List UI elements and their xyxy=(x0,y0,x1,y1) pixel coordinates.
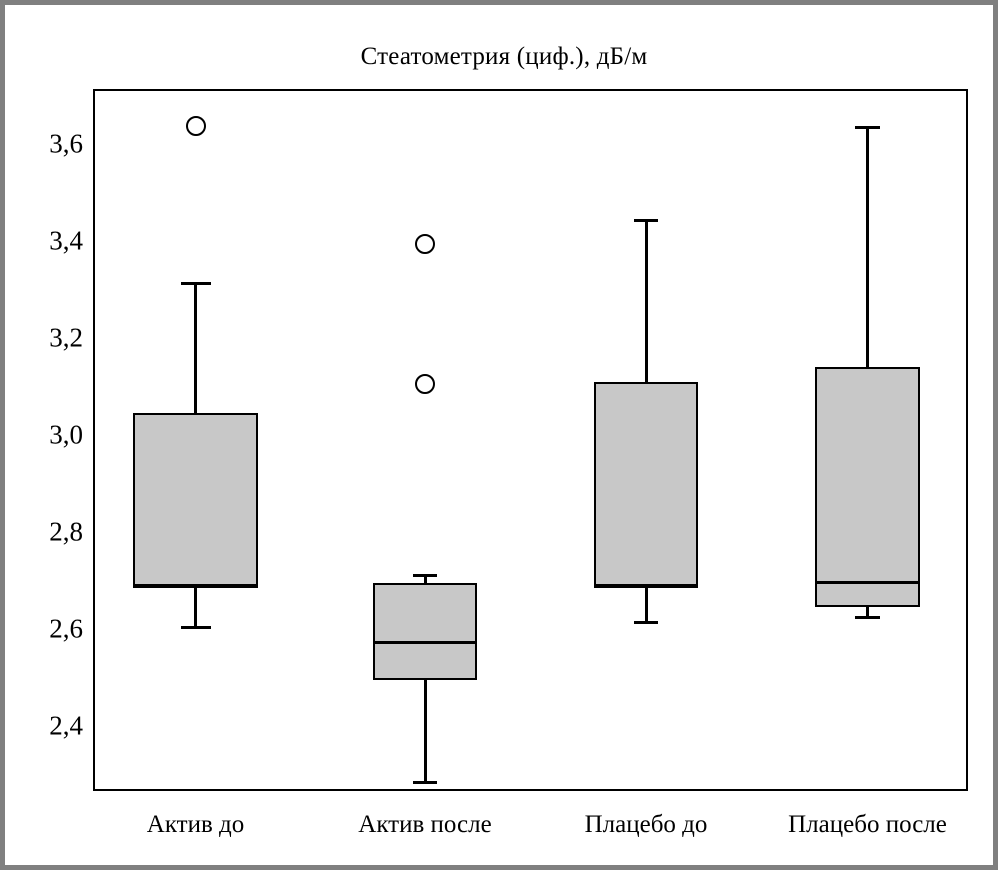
median-line xyxy=(594,583,698,587)
boxplot-4 xyxy=(5,5,993,865)
y-tick-label: 2,6 xyxy=(49,613,83,644)
whisker-cap-upper xyxy=(412,574,438,578)
whisker-cap-lower xyxy=(412,781,438,785)
boxplot-1 xyxy=(5,5,993,865)
y-tick-label: 3,6 xyxy=(49,128,83,159)
outlier-point xyxy=(415,234,435,255)
whisker-lower xyxy=(423,679,427,785)
box-iqr xyxy=(373,582,477,680)
whisker-cap-lower xyxy=(633,621,659,625)
boxplot-3 xyxy=(5,5,993,865)
whisker-upper xyxy=(644,219,648,382)
median-line xyxy=(133,583,258,587)
whisker-cap-upper xyxy=(180,282,211,286)
whisker-lower xyxy=(644,588,648,625)
x-tick-label: Плацебо после xyxy=(788,811,947,838)
plot-surface: Актив до Актив после Плацебо до Плацебо пос… xyxy=(5,5,993,865)
outlier-point xyxy=(185,116,206,137)
x-tick-label: Актив до xyxy=(146,811,245,838)
box-iqr xyxy=(594,381,698,589)
x-tick-label: Актив после xyxy=(358,811,492,838)
y-tick-label: 3,0 xyxy=(49,419,83,450)
whisker-cap-upper xyxy=(854,126,881,130)
whisker-lower xyxy=(866,607,869,620)
whisker-upper xyxy=(866,126,869,368)
whisker-cap-upper xyxy=(633,219,659,223)
x-tick-label: Плацебо до xyxy=(584,811,708,838)
y-tick-label: 2,8 xyxy=(49,516,83,547)
y-tick-label: 3,2 xyxy=(49,322,83,353)
median-line xyxy=(815,581,920,585)
whisker-upper xyxy=(423,574,427,583)
whisker-upper xyxy=(194,282,197,414)
boxplot-2 xyxy=(5,5,993,865)
whisker-cap-lower xyxy=(854,616,881,620)
y-tick-label: 3,4 xyxy=(49,225,83,256)
whisker-lower xyxy=(194,587,197,629)
y-tick-label: 2,4 xyxy=(49,710,83,741)
y-axis-tick-labels: 3,6 3,4 3,2 3,0 2,8 2,6 2,4 xyxy=(5,5,83,865)
median-line xyxy=(373,640,477,644)
whisker-cap-lower xyxy=(180,626,211,629)
box-iqr xyxy=(815,367,920,608)
chart-title: Стеатометрия (циф.), дБ/м xyxy=(360,43,648,70)
outlier-point xyxy=(415,373,435,394)
